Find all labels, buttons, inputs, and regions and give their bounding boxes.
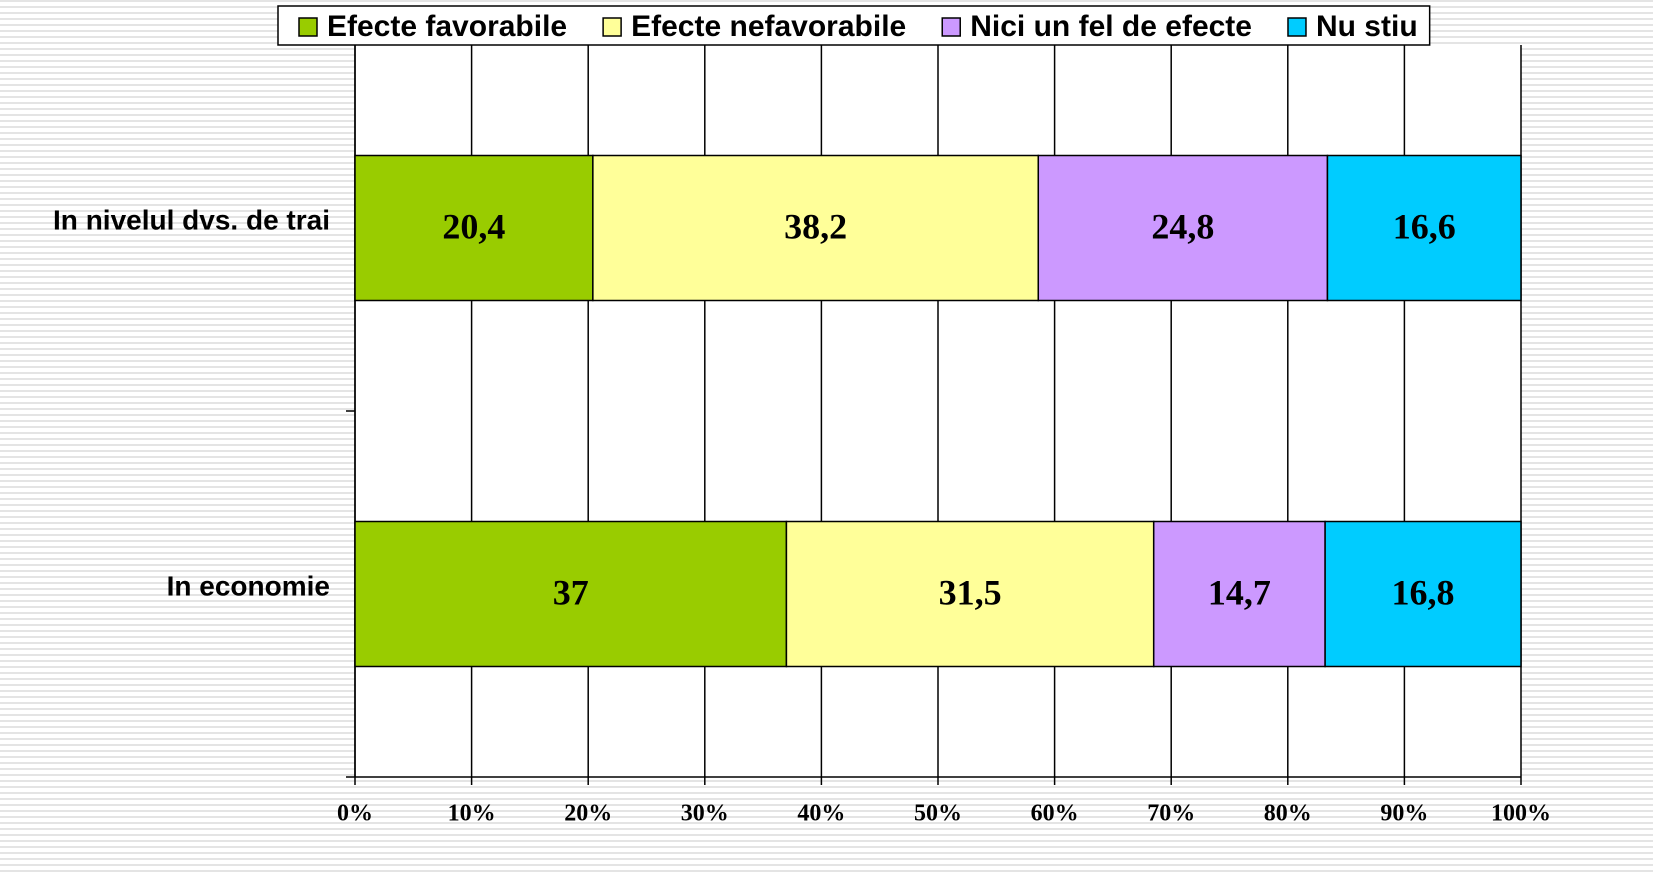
value-label: 20,4 — [442, 206, 505, 246]
legend-swatch — [602, 17, 622, 37]
value-label: 16,8 — [1392, 572, 1455, 612]
x-tick-label: 0% — [337, 801, 373, 827]
legend-swatch — [1287, 17, 1307, 37]
bar-segment — [1037, 154, 1329, 302]
bar-segment — [1326, 154, 1522, 302]
x-tick-label: 80% — [1264, 801, 1312, 827]
bar-segment — [785, 520, 1155, 668]
legend-label: Efecte favorabile — [327, 10, 567, 43]
legend-swatch — [941, 17, 961, 37]
value-label: 38,2 — [784, 206, 847, 246]
bar-segment — [1152, 520, 1326, 668]
y-tick-label: In economie — [167, 570, 330, 601]
legend-swatch — [298, 17, 318, 37]
value-label: 24,8 — [1151, 206, 1214, 246]
value-label: 16,6 — [1393, 206, 1456, 246]
x-tick-label: 90% — [1380, 801, 1428, 827]
legend-label: Efecte nefavorabile — [631, 10, 906, 43]
x-tick-label: 10% — [448, 801, 496, 827]
x-tick-label: 70% — [1147, 801, 1195, 827]
y-tick-label: In nivelul dvs. de trai — [53, 204, 330, 235]
legend-label: Nu stiu — [1316, 10, 1418, 43]
value-label: 31,5 — [939, 572, 1002, 612]
x-tick-label: 100% — [1491, 801, 1551, 827]
x-tick-label: 50% — [914, 801, 962, 827]
bar-segment — [592, 154, 1040, 302]
value-label: 14,7 — [1208, 572, 1271, 612]
value-label: 37 — [553, 572, 589, 612]
x-tick-label: 60% — [1031, 801, 1079, 827]
legend-label: Nici un fel de efecte — [970, 10, 1252, 43]
bar-segment — [354, 520, 788, 668]
legend — [277, 5, 1431, 46]
x-tick-label: 20% — [564, 801, 612, 827]
x-tick-label: 40% — [797, 801, 845, 827]
bar-segment — [1324, 520, 1522, 668]
x-tick-label: 30% — [681, 801, 729, 827]
bar-segment — [354, 154, 594, 302]
